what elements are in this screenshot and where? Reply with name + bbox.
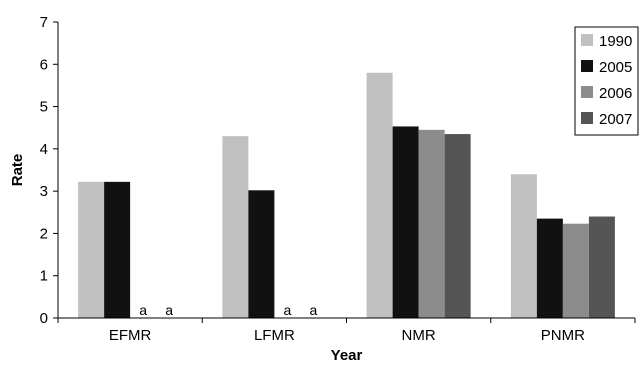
y-tick-label: 0: [40, 310, 48, 327]
legend-label-1990: 1990: [599, 33, 632, 50]
x-tick-label: LFMR: [254, 327, 295, 344]
bar-efmr-2005: [104, 181, 131, 318]
bar-pnmr-1990: [510, 174, 537, 318]
legend-label-2005: 2005: [599, 59, 632, 76]
x-axis-ticks: EFMR LFMR NMR PNMR: [57, 318, 636, 344]
x-tick-label: PNMR: [541, 327, 585, 344]
bar-nmr-2006: [418, 129, 445, 318]
legend-swatch-2006: [581, 86, 593, 98]
y-tick-label: 4: [40, 141, 48, 158]
legend-swatch-1990: [581, 34, 593, 46]
y-tick-label: 3: [40, 183, 48, 200]
y-tick-label: 2: [40, 225, 48, 242]
legend-label-2007: 2007: [599, 111, 632, 128]
x-tick-label: EFMR: [109, 327, 152, 344]
bar-pnmr-2005: [536, 218, 563, 318]
y-tick-label: 1: [40, 268, 48, 285]
legend-swatch-2007: [581, 112, 593, 124]
y-axis-ticks: 0 1 2 3 4 5 6 7: [40, 14, 58, 327]
bar-lfmr-1990: [222, 136, 249, 318]
bars-layer: [78, 72, 615, 319]
bar-pnmr-2006: [562, 223, 589, 318]
x-axis-title: Year: [331, 347, 363, 364]
legend-swatch-2005: [581, 60, 593, 72]
y-tick-label: 6: [40, 56, 48, 73]
y-tick-label: 5: [40, 99, 48, 116]
bar-efmr-1990: [78, 181, 105, 318]
annotation-label: a: [283, 302, 291, 318]
x-tick-label: NMR: [402, 327, 436, 344]
bar-pnmr-2007: [588, 216, 615, 318]
y-tick-label: 7: [40, 14, 48, 31]
bar-lfmr-2005: [248, 190, 275, 318]
annotation-label: a: [165, 302, 173, 318]
annotation-label: a: [139, 302, 147, 318]
legend: 1990 2005 2006 2007: [574, 26, 639, 136]
bar-nmr-2007: [444, 134, 471, 318]
legend-label-2006: 2006: [599, 85, 632, 102]
annotation-label: a: [309, 302, 317, 318]
bar-nmr-2005: [392, 126, 419, 319]
bar-nmr-1990: [366, 72, 393, 318]
y-axis-title: Rate: [9, 154, 26, 187]
